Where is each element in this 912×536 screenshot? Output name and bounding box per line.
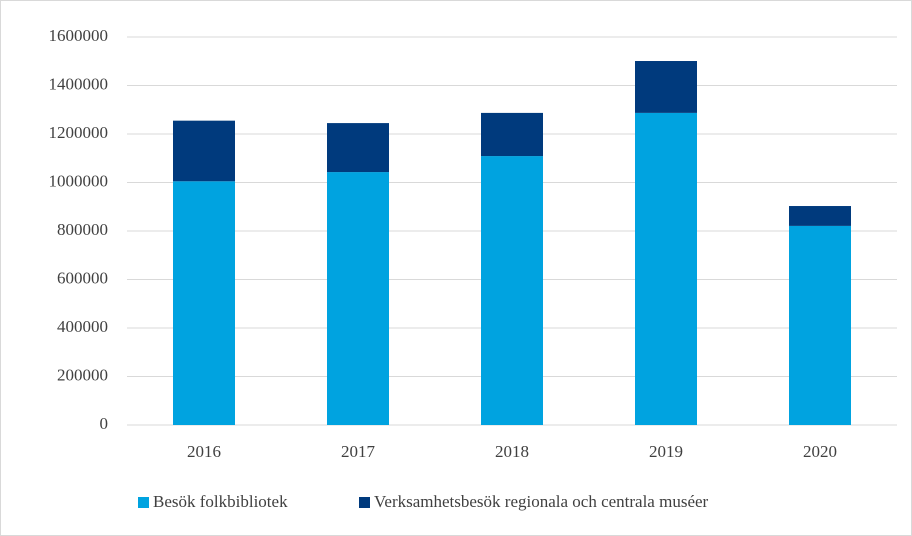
bar-segment [789, 225, 851, 425]
bar-segment [327, 172, 389, 425]
x-tick-label: 2016 [187, 442, 221, 461]
x-tick-label: 2020 [803, 442, 837, 461]
y-tick-label: 1200000 [49, 123, 109, 142]
bar-segment [789, 206, 851, 226]
bar-segment [481, 112, 543, 157]
legend-swatch [138, 497, 149, 508]
bar-segment [173, 181, 235, 425]
x-tick-label: 2017 [341, 442, 376, 461]
y-tick-label: 1600000 [49, 26, 109, 45]
y-tick-label: 1000000 [49, 171, 109, 190]
y-tick-label: 800000 [57, 220, 108, 239]
y-tick-label: 400000 [57, 317, 108, 336]
y-tick-label: 600000 [57, 268, 108, 287]
bar-segment [635, 112, 697, 425]
y-tick-label: 200000 [57, 365, 108, 384]
y-tick-label: 0 [100, 414, 109, 433]
legend-label: Besök folkbibliotek [153, 492, 288, 511]
y-tick-label: 1400000 [49, 74, 109, 93]
legend-label: Verksamhetsbesök regionala och centrala … [374, 492, 709, 511]
bar-segment [327, 123, 389, 173]
bar-segment [635, 61, 697, 113]
legend-swatch [359, 497, 370, 508]
x-tick-label: 2019 [649, 442, 683, 461]
bar-segment [173, 120, 235, 182]
bar-segment [481, 156, 543, 425]
x-tick-label: 2018 [495, 442, 529, 461]
